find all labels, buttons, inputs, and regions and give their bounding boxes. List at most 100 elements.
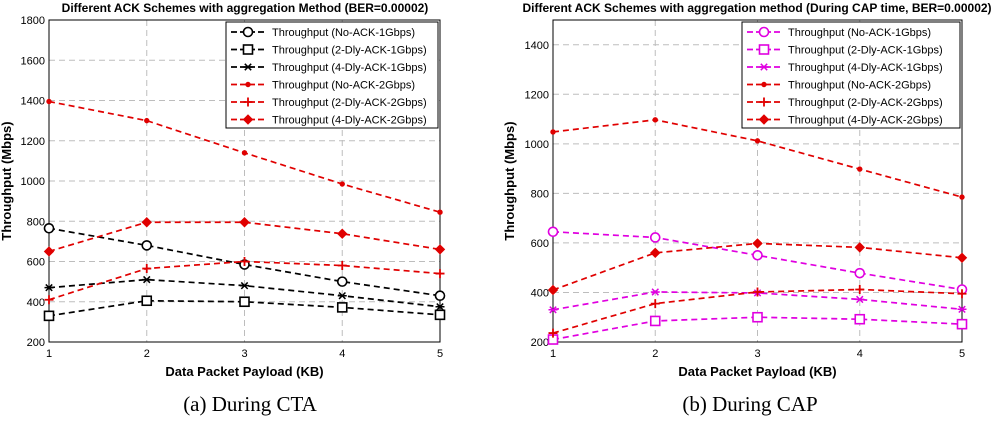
legend-item: Throughput (No-ACK-2Gbps) <box>231 80 415 92</box>
legend-item: Throughput (No-ACK-1Gbps) <box>747 26 931 39</box>
y-tick-label: 200 <box>531 337 549 349</box>
y-axis-label: Throughput (Mbps) <box>0 121 14 240</box>
data-point <box>239 217 250 228</box>
data-point <box>44 283 54 292</box>
series-line <box>552 230 963 291</box>
data-point <box>240 257 249 266</box>
data-point <box>650 247 661 259</box>
legend-marker <box>759 97 769 107</box>
y-tick-label: 800 <box>531 188 549 200</box>
legend-item: Throughput (2-Dly-ACK-1Gbps) <box>747 44 943 57</box>
legend-label: Throughput (2-Dly-ACK-2Gbps) <box>272 97 427 109</box>
legend: Throughput (No-ACK-1Gbps) Throughput (2-D… <box>741 21 961 129</box>
x-axis-label: Data Packet Payload (KB) <box>165 364 323 379</box>
data-point <box>957 289 967 299</box>
plot-frame <box>552 19 963 343</box>
legend-marker <box>758 26 770 38</box>
legend-marker <box>761 81 767 88</box>
x-tick-label: 2 <box>144 348 150 360</box>
data-point <box>337 261 347 271</box>
data-point <box>337 291 347 300</box>
data-point <box>43 310 55 322</box>
y-tick-label: 1400 <box>21 96 45 108</box>
data-point <box>434 244 446 255</box>
data-point <box>650 299 660 309</box>
series-6 <box>547 238 968 296</box>
data-point <box>548 328 558 338</box>
data-point <box>142 264 152 274</box>
x-tick-label: 5 <box>959 348 965 360</box>
legend-item: Throughput (2-Dly-ACK-1Gbps) <box>231 44 427 57</box>
series-4 <box>550 117 965 200</box>
y-tick-label: 1600 <box>21 55 45 67</box>
data-point <box>141 295 153 307</box>
series-5 <box>44 257 445 305</box>
legend-label: Throughput (4-Dly-ACK-1Gbps) <box>788 62 943 74</box>
data-point <box>336 302 348 313</box>
legend-label: Throughput (4-Dly-ACK-2Gbps) <box>272 115 427 127</box>
data-point <box>437 209 443 215</box>
legend-label: Throughput (4-Dly-ACK-1Gbps) <box>272 62 427 74</box>
data-point <box>43 222 55 234</box>
data-point <box>855 295 865 304</box>
data-point <box>336 276 348 287</box>
y-axis-label: Throughput (Mbps) <box>502 121 517 240</box>
data-point <box>548 306 558 314</box>
data-point <box>650 288 660 296</box>
data-point <box>959 194 965 200</box>
legend-label: Throughput (No-ACK-1Gbps) <box>272 27 415 39</box>
y-tick-label: 600 <box>27 257 45 269</box>
legend-label: Throughput (4-Dly-ACK-2Gbps) <box>788 115 943 127</box>
x-tick-label: 3 <box>241 348 247 360</box>
y-tick-label: 1400 <box>525 40 549 52</box>
data-point <box>240 281 249 290</box>
caption-cta: (a) During CTA <box>183 392 317 416</box>
legend-box <box>225 21 439 129</box>
data-point <box>44 295 54 305</box>
y-tick-label: 1200 <box>21 136 45 148</box>
data-point <box>239 296 250 308</box>
legend-item: Throughput (No-ACK-2Gbps) <box>747 80 931 92</box>
y-tick-label: 200 <box>27 337 45 349</box>
series-6 <box>43 217 446 257</box>
data-point <box>339 181 345 187</box>
data-point <box>854 267 866 279</box>
plot-frame <box>48 19 441 343</box>
legend-marker <box>242 114 254 125</box>
y-tick-label: 1000 <box>525 139 549 151</box>
data-point <box>754 138 761 144</box>
data-point <box>752 238 763 249</box>
series-2 <box>43 295 446 322</box>
legend-marker <box>243 63 253 71</box>
legend-marker <box>243 97 253 107</box>
series-3 <box>548 288 967 314</box>
data-point <box>649 315 661 327</box>
chart-cap: Different ACK Schemes with aggregation m… <box>502 1 992 379</box>
series-line <box>552 291 963 311</box>
legend-item: Throughput (4-Dly-ACK-1Gbps) <box>231 62 427 74</box>
legend-marker <box>245 81 251 88</box>
series-4 <box>46 98 443 215</box>
series-line <box>48 227 441 297</box>
data-point <box>141 217 152 228</box>
y-tick-label: 1800 <box>21 15 45 27</box>
series-1 <box>547 226 968 295</box>
legend-marker <box>758 114 770 125</box>
legend-label: Throughput (No-ACK-1Gbps) <box>788 27 931 39</box>
data-point <box>956 252 968 263</box>
data-point <box>46 98 52 105</box>
x-tick-label: 5 <box>437 348 443 360</box>
chart-cta: Different ACK Schemes with aggregation M… <box>0 1 446 379</box>
data-point <box>854 242 865 253</box>
legend-label: Throughput (2-Dly-ACK-1Gbps) <box>272 45 427 57</box>
series-line <box>552 288 963 334</box>
data-point <box>855 284 865 294</box>
y-tick-label: 600 <box>531 238 549 250</box>
data-point <box>547 226 559 238</box>
caption-cap: (b) During CAP <box>682 392 818 416</box>
y-tick-label: 1200 <box>525 89 549 101</box>
data-point <box>854 313 866 325</box>
series-2 <box>547 311 968 345</box>
data-point <box>752 311 763 323</box>
x-tick-label: 1 <box>550 348 556 360</box>
